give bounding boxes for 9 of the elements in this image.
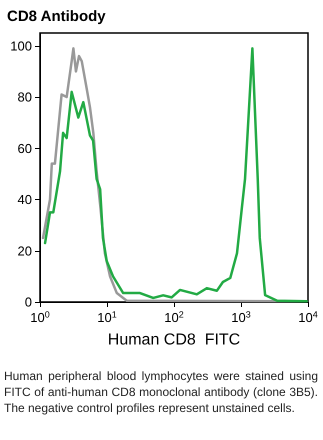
y-tick-label: 0: [24, 294, 32, 310]
y-tick-label: 20: [18, 243, 32, 258]
chart-title: CD8 Antibody: [7, 8, 106, 25]
x-axis-title: Human CD8 FITC: [108, 332, 240, 348]
y-tick-label: 40: [18, 192, 32, 208]
y-tick-label: 100: [10, 38, 32, 54]
y-tick-label: 60: [18, 140, 32, 156]
text: Human peripheral blood lymphocytes were stained using FITC of anti-human CD8 monoclonal antibody (clone 3B5). The negative control profiles represent unstained cells.: [4, 368, 318, 416]
y-tick-label: 80: [18, 90, 32, 105]
